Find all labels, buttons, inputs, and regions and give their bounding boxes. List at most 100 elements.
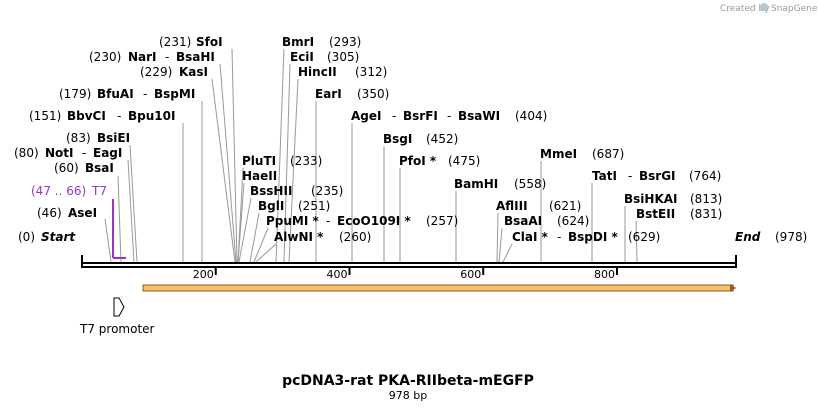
site-leader-lines [104,48,638,263]
clai-name[interactable]: ClaI * [512,230,549,244]
noti-separator: - [82,146,86,160]
bfuai-pos: (179) [59,87,91,101]
bsiei-pos: (83) [66,131,91,145]
t7-primer-feature[interactable] [112,199,126,259]
promoter-arrow-icon [113,297,125,317]
start-label: Start [41,230,76,244]
bsai-name[interactable]: BsaI [85,161,114,175]
ecoo109i-name[interactable]: EcoO109I * [337,214,411,228]
bfuai-name[interactable]: BfuAI [97,87,134,101]
alwni-name[interactable]: AlwNI * [274,230,324,244]
site-labels-right: BamHI (558) AflIII (621) BsaAI (624) Cla… [454,147,807,244]
sfoi-pos: (231) [159,35,191,49]
ecii-pos: (305) [327,50,359,64]
noti-pos: (80) [14,146,39,160]
nari-name[interactable]: NarI [128,50,157,64]
hincii-name[interactable]: HincII [298,65,337,79]
hincii-pos: (312) [355,65,387,79]
agei-name[interactable]: AgeI [351,109,381,123]
bamhi-name[interactable]: BamHI [454,177,498,191]
site-labels-middle: BmrI (293) EciI (305) HincII (312) EarI … [242,35,547,244]
eari-pos: (350) [357,87,389,101]
end-label: End [735,230,761,244]
axis-tick-label: 600 [460,268,481,281]
bsshii-pos: (235) [311,184,343,198]
ecii-name[interactable]: EciI [290,50,314,64]
pluti-pos: (233) [290,154,322,168]
alwni-pos: (260) [339,230,371,244]
site-labels-left: (231) SfoI (230) NarI - BsaHI (229) KasI… [14,35,223,244]
sequence-backbone [81,255,737,268]
haeii-name[interactable]: HaeII [242,169,277,183]
bsshii-name[interactable]: BssHII [250,184,292,198]
bsahi-name[interactable]: BsaHI [176,50,215,64]
credit-prefix: Created by [720,4,770,14]
pfoi-pos: (475) [448,154,480,168]
bamhi-pos: (558) [514,177,546,191]
bsihkai-pos: (813) [690,192,722,206]
bspmi-name[interactable]: BspMI [154,87,195,101]
mmei-pos: (687) [592,147,624,161]
tati-separator: - [628,169,632,183]
bmri-name[interactable]: BmrI [282,35,314,49]
pluti-name[interactable]: PluTI [242,154,276,168]
t7-promoter-feature[interactable]: T7 promoter [79,297,155,336]
kasi-name[interactable]: KasI [179,65,208,79]
afliii-name[interactable]: AflIII [496,199,528,213]
bbvci-name[interactable]: BbvCI [67,109,106,123]
bsrfi-name[interactable]: BsrFI [403,109,438,123]
snapgene-logo-icon [760,3,768,11]
bsawi-name[interactable]: BsaWI [458,109,500,123]
mmei-name[interactable]: MmeI [540,147,577,161]
start-pos: (0) [18,230,35,244]
bsgi-name[interactable]: BsgI [383,132,412,146]
construct-title: pcDNA3-rat PKA-RIIbeta-mEGFP [282,373,534,389]
bsteii-name[interactable]: BstEII [636,207,675,221]
bsgi-pos: (452) [426,132,458,146]
kasi-pos: (229) [140,65,172,79]
afliii-pos: (621) [549,199,581,213]
bsaai-pos: (624) [557,214,589,228]
t7-promoter-label: T7 promoter [79,322,155,336]
tati-name[interactable]: TatI [592,169,617,183]
tati-pos: (764) [689,169,721,183]
sfoi-name[interactable]: SfoI [196,35,223,49]
bsiei-name[interactable]: BsiEI [97,131,130,145]
eagi-name[interactable]: EagI [93,146,122,160]
credit-brand: SnapGene [771,4,818,14]
t7-primer-range: (47 .. 66) [31,184,86,198]
bfuai-separator: - [143,87,147,101]
t7-primer-name[interactable]: T7 [91,184,107,198]
construct-length: 978 bp [389,389,427,402]
ppumi-pos: (257) [426,214,458,228]
orf-bar[interactable] [142,284,736,292]
ppumi-name[interactable]: PpuMI * [266,214,320,228]
axis-ticks: 200 400 600 800 [193,268,618,281]
axis-tick-label: 400 [326,268,347,281]
bbvci-separator: - [117,109,121,123]
bsrgi-name[interactable]: BsrGI [639,169,676,183]
agei-separator-2: - [447,109,451,123]
pfoi-name[interactable]: PfoI * [399,154,437,168]
clai-pos: (629) [628,230,660,244]
axis-tick-label: 800 [594,268,615,281]
asei-name[interactable]: AseI [68,206,97,220]
bgli-name[interactable]: BglI [258,199,284,213]
bmri-pos: (293) [329,35,361,49]
bpu10i-name[interactable]: Bpu10I [128,109,175,123]
eari-name[interactable]: EarI [315,87,342,101]
nari-pos: (230) [89,50,121,64]
asei-pos: (46) [37,206,62,220]
ppumi-separator: - [326,214,330,228]
bspdi-name[interactable]: BspDI * [568,230,618,244]
clai-separator: - [557,230,561,244]
agei-separator-1: - [392,109,396,123]
bsihkai-name[interactable]: BsiHKAI [624,192,678,206]
bgli-pos: (251) [298,199,330,213]
noti-name[interactable]: NotI [45,146,74,160]
bsaai-name[interactable]: BsaAI [504,214,542,228]
bsai-pos: (60) [54,161,79,175]
bsteii-pos: (831) [690,207,722,221]
map-title-block: pcDNA3-rat PKA-RIIbeta-mEGFP 978 bp [282,373,534,402]
